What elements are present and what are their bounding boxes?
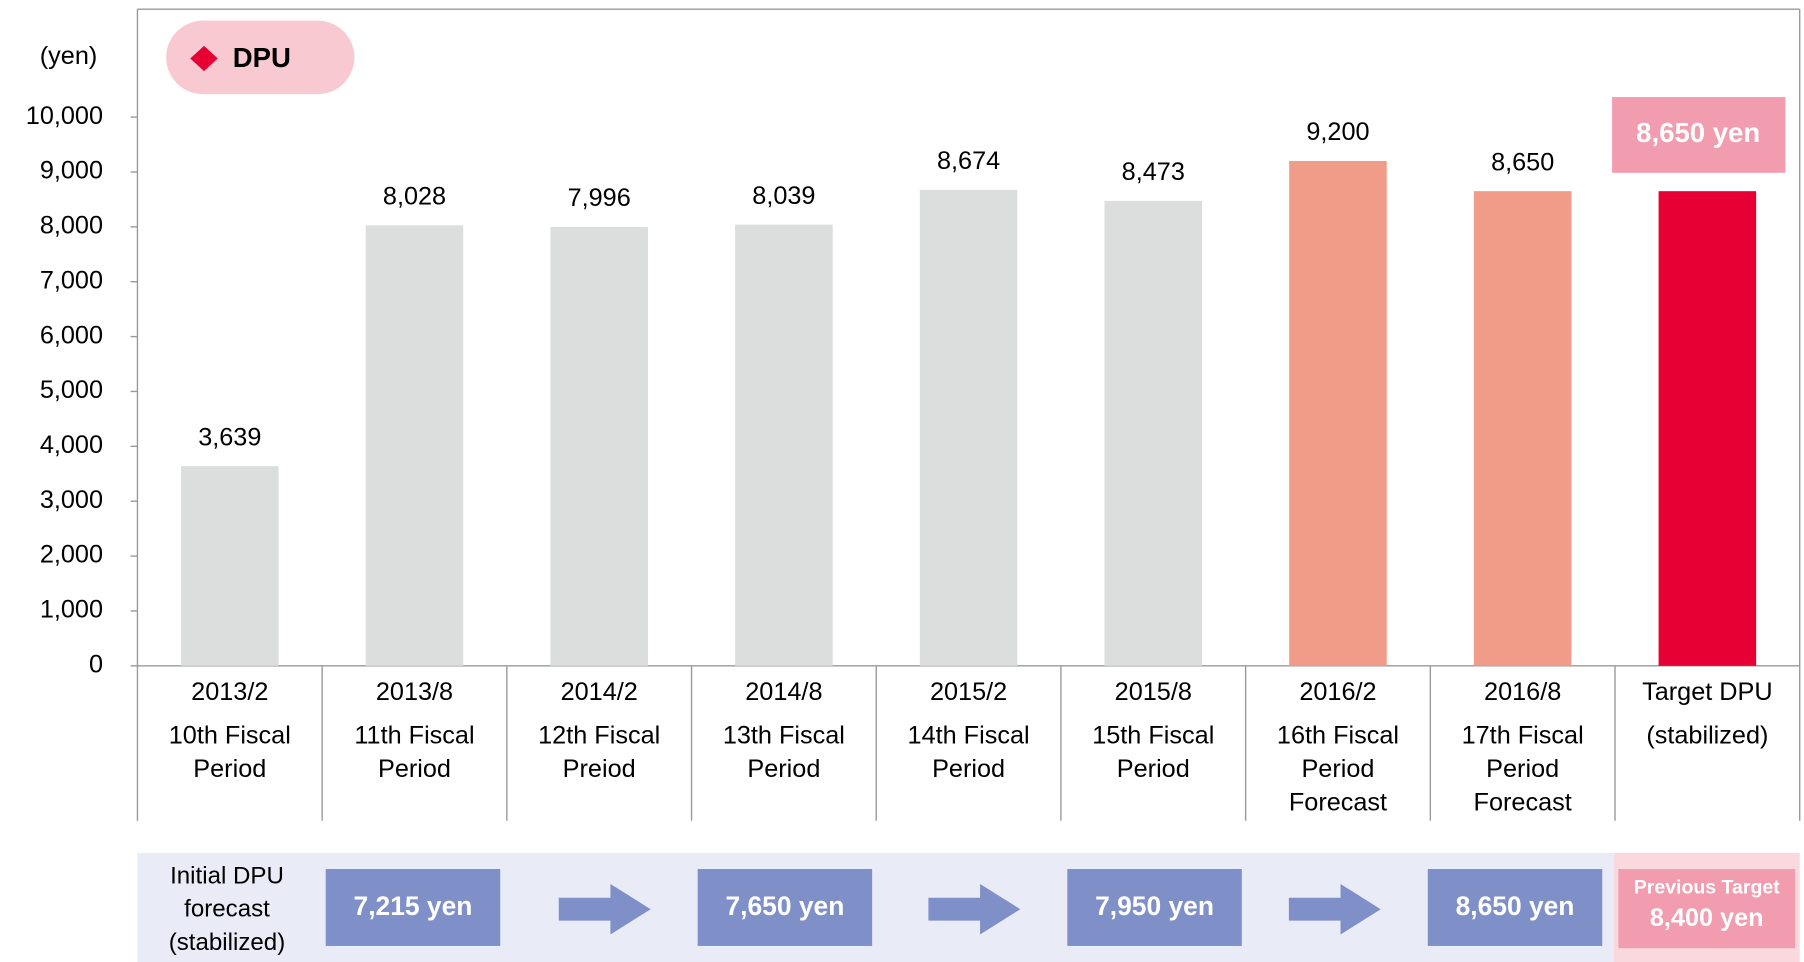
x-tick-label: 2014/2 — [561, 678, 638, 706]
previous-target-box — [1618, 869, 1796, 949]
arrow — [1288, 883, 1381, 935]
x-tick-label: Target DPU — [1642, 678, 1773, 706]
value-label: 3,639 — [198, 423, 261, 451]
value-label: 7,996 — [568, 184, 631, 212]
y-tick-label: 3,000 — [40, 486, 103, 514]
bar — [919, 189, 1018, 666]
x-tick-sublabel: (stabilized) — [1646, 722, 1768, 750]
y-axis-label: (yen) — [40, 42, 98, 70]
value-label: 9,200 — [1306, 118, 1369, 146]
value-label: 8,039 — [752, 182, 815, 210]
x-tick-sublabel: Period — [932, 755, 1005, 783]
forecast-box — [1427, 869, 1603, 946]
value-label: 8,650 — [1491, 148, 1554, 176]
forecast-box — [325, 869, 501, 946]
previous-target-value: 8,400 yen — [1650, 904, 1764, 932]
x-tick-label: 2015/2 — [930, 678, 1007, 706]
x-tick-label: 2013/2 — [191, 678, 268, 706]
legend-marker — [190, 45, 218, 72]
bar — [365, 225, 464, 666]
x-tick-sublabel: 15th Fiscal — [1092, 722, 1214, 750]
x-tick-sublabel: 11th Fiscal — [354, 722, 474, 750]
value-label: 8,674 — [937, 147, 1000, 175]
y-tick-label: 7,000 — [40, 266, 103, 294]
bar — [550, 227, 648, 666]
forecast-box — [697, 869, 873, 946]
x-tick-sublabel: Period — [1117, 755, 1190, 783]
y-tick-label: 6,000 — [40, 321, 103, 349]
x-tick-sublabel: Preiod — [563, 755, 636, 783]
x-tick-sublabel: 13th Fiscal — [723, 722, 845, 750]
x-tick-sublabel: Forecast — [1474, 788, 1572, 816]
arrow — [558, 883, 651, 935]
bar — [1658, 191, 1757, 666]
previous-target-label: Previous Target — [1634, 877, 1780, 899]
strip-label: (stabilized) — [169, 929, 286, 956]
x-tick-sublabel: 14th Fiscal — [908, 722, 1030, 750]
x-tick-label: 2016/8 — [1484, 678, 1561, 706]
bar — [1289, 160, 1387, 666]
x-tick-sublabel: Period — [1486, 755, 1559, 783]
x-tick-label: 2015/8 — [1115, 678, 1192, 706]
x-tick-sublabel: Period — [378, 755, 451, 783]
value-label: 8,650 yen — [1636, 117, 1760, 148]
x-tick-sublabel: 16th Fiscal — [1277, 722, 1399, 750]
bar — [1104, 200, 1203, 666]
legend-box — [166, 20, 355, 95]
forecast-value: 7,650 yen — [725, 891, 844, 921]
bar — [735, 224, 833, 666]
value-label: 8,028 — [383, 182, 446, 210]
y-tick-label: 9,000 — [40, 157, 103, 185]
strip-label: forecast — [184, 896, 270, 923]
legend-label: DPU — [233, 42, 291, 73]
y-tick-label: 4,000 — [40, 431, 103, 459]
bar — [181, 466, 279, 666]
strip-label: Initial DPU — [170, 862, 284, 889]
x-tick-sublabel: Period — [747, 755, 820, 783]
x-tick-sublabel: Period — [193, 755, 266, 783]
y-tick-label: 2,000 — [40, 541, 103, 569]
forecast-value: 7,215 yen — [354, 891, 473, 921]
forecast-box — [1067, 869, 1242, 946]
forecast-value: 7,950 yen — [1095, 891, 1214, 921]
x-tick-label: 2016/2 — [1299, 678, 1376, 706]
value-label-box — [1612, 97, 1786, 173]
x-tick-sublabel: Period — [1301, 755, 1374, 783]
x-tick-sublabel: 12th Fiscal — [538, 722, 660, 750]
y-tick-label: 5,000 — [40, 376, 103, 404]
bar — [1473, 191, 1572, 666]
y-tick-label: 10,000 — [26, 102, 103, 130]
arrow — [928, 883, 1021, 935]
value-label: 8,473 — [1122, 158, 1185, 186]
y-tick-label: 8,000 — [40, 212, 103, 240]
forecast-value: 8,650 yen — [1456, 891, 1575, 921]
y-tick-label: 0 — [89, 650, 103, 678]
x-tick-label: 2013/8 — [376, 678, 453, 706]
y-tick-label: 1,000 — [40, 596, 103, 624]
x-tick-label: 2014/8 — [745, 678, 822, 706]
x-tick-sublabel: Forecast — [1289, 788, 1387, 816]
x-tick-sublabel: 17th Fiscal — [1462, 722, 1584, 750]
x-tick-sublabel: 10th Fiscal — [169, 722, 291, 750]
